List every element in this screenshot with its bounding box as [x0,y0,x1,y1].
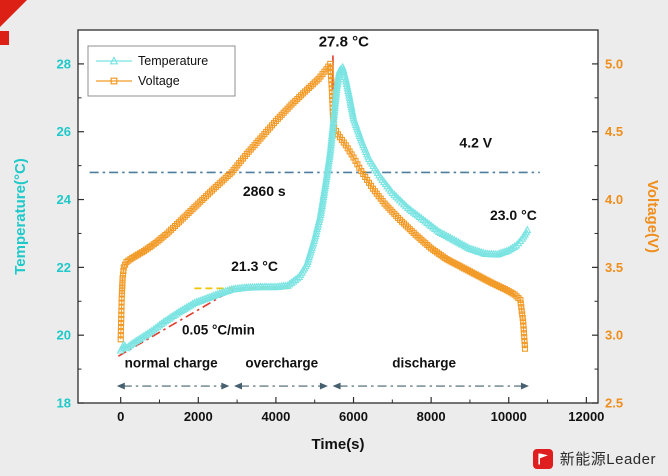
right-tick-label: 4.5 [605,124,623,139]
right-axis-title: Voltage(V) [644,180,661,253]
annotation-1: 2860 s [243,183,286,199]
phase-label-0: normal charge [125,355,219,370]
x-axis-title: Time(s) [311,436,364,453]
axes: 0 2000 4000 6000 8000 10000 12000 18 20 22 24 26 28 2… [57,29,623,424]
right-tick-label: 3.0 [605,328,623,343]
x-tick-label: 2000 [184,409,213,424]
left-tick-label: 18 [57,396,71,411]
annotation-4: 0.05 °C/min [182,323,255,338]
red-edge-mark-icon [0,31,9,45]
x-tick-label: 12000 [568,409,604,424]
left-tick-label: 20 [57,328,71,343]
right-tick-label: 4.0 [605,192,623,207]
right-tick-label: 5.0 [605,56,623,71]
annotation-2: 4.2 V [459,134,492,150]
legend: Temperature Voltage [87,45,236,97]
x-tick-label: 6000 [339,409,368,424]
watermark: 新能源Leader [532,448,656,469]
left-axis-title: Temperature(°C) [12,158,29,275]
annotation-3: 21.3 °C [231,258,278,274]
legend-label-0: Temperature [138,54,208,68]
x-tick-label: 0 [117,409,124,424]
phase-arrow-0 [116,382,230,390]
right-tick-label: 3.5 [605,260,623,275]
left-tick-label: 22 [57,260,71,275]
brand-logo-icon [532,448,553,469]
x-tick-label: 4000 [261,409,290,424]
legend-square-marker-icon [110,77,118,85]
red-corner-triangle-icon [0,0,27,27]
x-tick-label: 10000 [491,409,527,424]
legend-label-1: Voltage [138,74,180,88]
legend-triangle-marker-icon [109,56,119,65]
left-tick-label: 28 [57,56,71,71]
brand-name: 新能源Leader [559,451,656,468]
annotation-5: 23.0 °C [490,207,537,223]
annotation-0: 27.8 °C [319,33,369,50]
phase-arrow-1 [234,382,328,390]
phase-arrow-2 [332,382,529,390]
temperature-series [116,62,532,354]
right-tick-label: 2.5 [605,396,623,411]
red-corner-marks [0,0,27,45]
voltage-series [117,60,529,352]
phase-label-1: overcharge [245,355,318,370]
left-tick-label: 24 [57,192,72,207]
x-tick-label: 8000 [417,409,446,424]
phase-label-2: discharge [392,355,456,370]
left-tick-label: 26 [57,124,71,139]
